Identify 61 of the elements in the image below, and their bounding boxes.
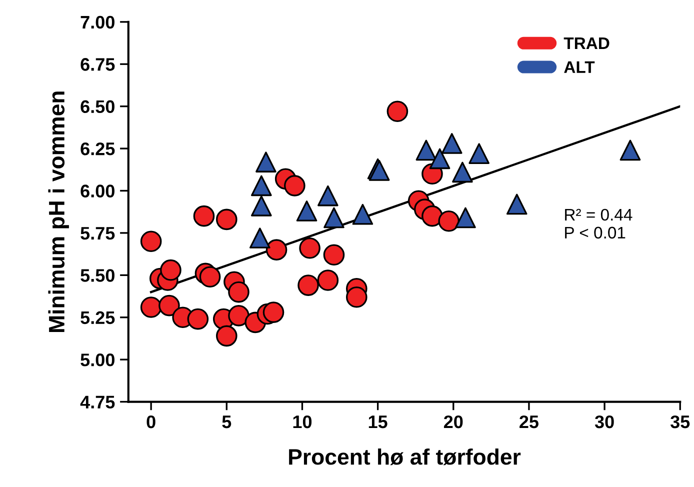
point: [160, 259, 182, 281]
point: [352, 204, 374, 225]
y-tick-label: 6.50: [80, 100, 114, 114]
point: [216, 208, 238, 230]
point: [429, 148, 450, 170]
point: [324, 207, 344, 228]
x-tick-label: 15: [368, 416, 388, 428]
point: [140, 296, 162, 318]
x-tick-label: 35: [670, 415, 690, 428]
point: [251, 175, 272, 196]
point: [216, 325, 238, 347]
point: [438, 210, 460, 232]
x-axis-title: Procent hø af tørfoder: [289, 448, 521, 466]
y-tick-label: 5.50: [80, 269, 114, 282]
point: [298, 274, 319, 296]
point: [256, 152, 276, 172]
point: [468, 143, 490, 164]
point: [416, 140, 437, 161]
point: [199, 266, 221, 288]
point: [187, 308, 209, 330]
point: [249, 228, 270, 248]
y-tick-label: 5.25: [80, 311, 115, 324]
point: [452, 162, 473, 183]
point: [318, 185, 338, 206]
y-tick-label: 5.75: [80, 227, 115, 240]
point: [441, 133, 462, 154]
y-tick-label: 6.00: [80, 184, 114, 198]
point: [323, 244, 345, 266]
x-tick-label: 30: [594, 415, 614, 428]
point: [296, 200, 318, 222]
y-tick-label: 6.25: [80, 142, 115, 156]
point: [193, 205, 215, 227]
point: [346, 286, 368, 308]
point: [140, 230, 162, 252]
point: [317, 270, 339, 291]
point: [228, 281, 250, 303]
point: [386, 100, 408, 122]
x-tick-label: 5: [222, 416, 232, 428]
point: [266, 239, 288, 260]
x-tick-label: 10: [293, 415, 312, 428]
y-tick-label: 7.00: [80, 16, 114, 29]
x-tick-label: 0: [146, 415, 156, 428]
point: [228, 305, 250, 326]
point: [299, 237, 320, 259]
y-axis-title: Minimum pH i vommen: [48, 92, 69, 332]
point: [284, 175, 306, 196]
y-tick-label: 4.75: [80, 396, 115, 408]
annotation: R² = 0.44 P < 0.01: [565, 208, 632, 239]
point: [506, 194, 528, 215]
legend-label: ALT: [564, 61, 595, 73]
point: [422, 205, 443, 227]
x-tick-label: 25: [520, 415, 538, 428]
point: [455, 207, 476, 228]
x-tick-label: 20: [444, 415, 463, 428]
point: [620, 140, 641, 161]
point: [251, 196, 272, 216]
y-tick-label: 5.00: [80, 354, 114, 366]
legend-label: TRAD: [564, 38, 610, 49]
point: [158, 294, 180, 316]
point: [262, 302, 284, 323]
y-tick-label: 6.75: [80, 58, 115, 71]
